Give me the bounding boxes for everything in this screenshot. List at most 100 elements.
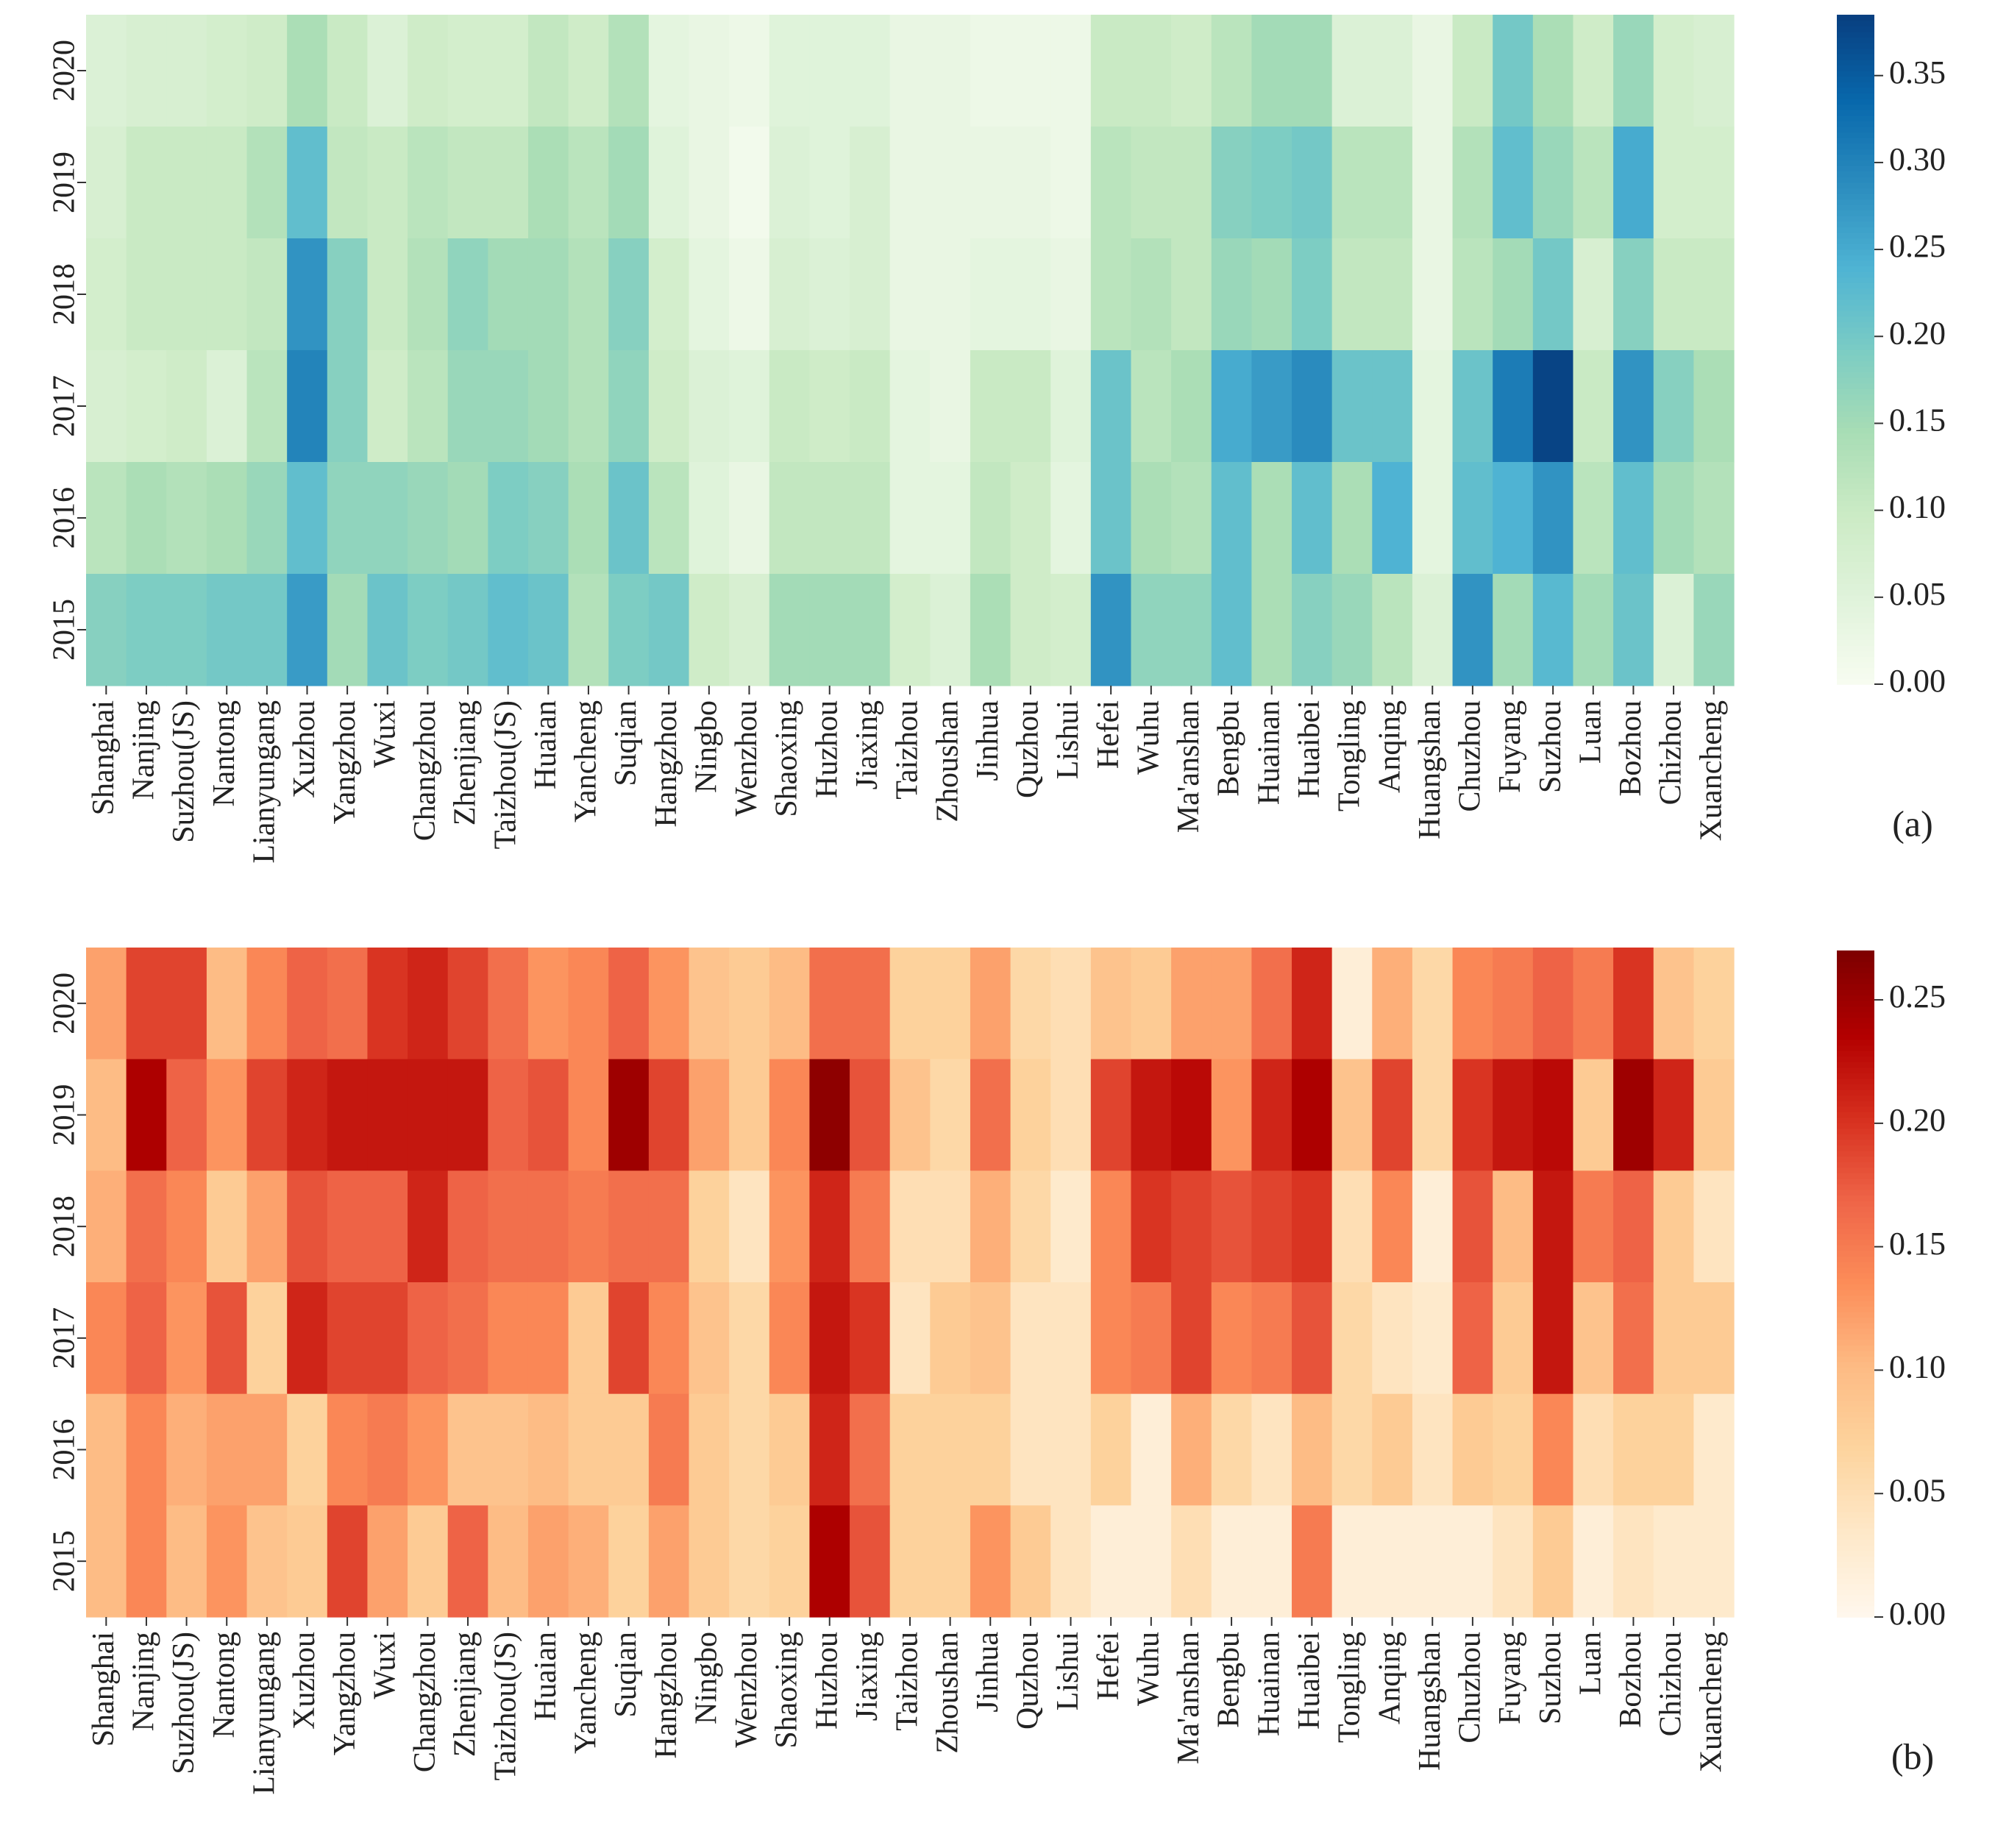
x-tick-label: Zhoushan: [931, 700, 964, 822]
heatmap-cell: [1050, 1393, 1092, 1506]
heatmap-cell: [86, 1505, 127, 1618]
heatmap-cell: [1372, 948, 1413, 1060]
x-tick-label: Huaibei: [1292, 1632, 1326, 1730]
colorbar-tick-label: 0.20: [1889, 1102, 1946, 1138]
heatmap-cell: [1251, 1505, 1292, 1618]
colorbar-segment: [1837, 1150, 1874, 1157]
heatmap-cell: [1090, 15, 1132, 127]
colorbar-segment: [1837, 1006, 1874, 1012]
heatmap-cell: [126, 1505, 167, 1618]
heatmap-cell: [930, 462, 971, 575]
colorbar-segment: [1837, 1139, 1874, 1146]
heatmap-cell: [527, 1170, 569, 1283]
heatmap-cell: [1372, 574, 1413, 686]
heatmap-cell: [1693, 462, 1735, 575]
colorbar-segment: [1837, 188, 1874, 194]
colorbar-tick-label: 0.25: [1889, 978, 1946, 1014]
colorbar-segment: [1837, 411, 1874, 417]
colorbar-segment: [1837, 522, 1874, 529]
colorbar-segment: [1837, 1028, 1874, 1035]
colorbar-segment: [1837, 366, 1874, 373]
colorbar-segment: [1837, 650, 1874, 657]
colorbar-segment: [1837, 1128, 1874, 1134]
x-tick-label: Yangzhou: [328, 700, 362, 824]
heatmap-cell: [729, 1059, 770, 1171]
heatmap-cell: [488, 1393, 529, 1506]
colorbar-segment: [1837, 483, 1874, 490]
heatmap-cell: [970, 462, 1011, 575]
colorbar-segment: [1837, 1578, 1874, 1585]
heatmap-cell: [1532, 127, 1574, 239]
heatmap-cell: [488, 1170, 529, 1283]
colorbar-tick-label: 0.10: [1889, 489, 1946, 525]
heatmap-cell: [648, 1059, 690, 1171]
heatmap-cell: [729, 1393, 770, 1506]
heatmap-cell: [126, 1393, 167, 1506]
colorbar-segment: [1837, 277, 1874, 283]
colorbar-segment: [1837, 255, 1874, 261]
heatmap-cell: [1171, 1505, 1212, 1618]
x-tick-label: Huzhou: [810, 700, 844, 798]
heatmap-cell: [930, 238, 971, 351]
colorbar-segment: [1837, 617, 1874, 624]
heatmap-cell: [367, 574, 408, 686]
colorbar-segment: [1837, 1161, 1874, 1168]
x-tick-label: Taizhou(JS): [488, 700, 522, 849]
heatmap-cell: [1211, 127, 1252, 239]
colorbar-segment: [1837, 1089, 1874, 1096]
colorbar-segment: [1837, 1062, 1874, 1068]
heatmap-cell: [1573, 127, 1614, 239]
colorbar-segment: [1837, 249, 1874, 255]
heatmap-cell: [447, 238, 488, 351]
heatmap-cell: [408, 948, 449, 1060]
heatmap-cell: [1573, 238, 1614, 351]
colorbar-segment: [1837, 160, 1874, 166]
heatmap-cell: [1493, 1505, 1534, 1618]
heatmap-cell: [1292, 1170, 1333, 1283]
heatmap-cell: [1653, 1170, 1694, 1283]
heatmap-cell: [1090, 350, 1132, 463]
heatmap-cell: [1331, 238, 1373, 351]
heatmap-cell: [367, 1393, 408, 1506]
heatmap-cell: [287, 238, 328, 351]
colorbar-tick-label: 0.05: [1889, 576, 1946, 612]
heatmap-cell: [809, 1282, 850, 1395]
heatmap-cell: [648, 1170, 690, 1283]
heatmap-cell: [648, 1282, 690, 1395]
colorbar-tick-label: 0.15: [1889, 1226, 1946, 1262]
heatmap-cell: [889, 1282, 931, 1395]
heatmap-cell: [1412, 1282, 1454, 1395]
y-tick-label: 2015: [48, 1530, 82, 1592]
heatmap-cell: [1050, 1170, 1092, 1283]
heatmap-cell: [287, 574, 328, 686]
heatmap-cell: [206, 1170, 248, 1283]
heatmap-cell: [527, 574, 569, 686]
x-tick-label: Huangshan: [1413, 1632, 1447, 1771]
heatmap-cell: [1090, 1282, 1132, 1395]
x-tick-label: Tongling: [1333, 700, 1367, 811]
heatmap-cell: [1573, 1170, 1614, 1283]
x-tick-label: Wuxi: [368, 1632, 402, 1699]
colorbar-segment: [1837, 1106, 1874, 1112]
heatmap-cell: [1211, 1282, 1252, 1395]
colorbar-segment: [1837, 1478, 1874, 1485]
heatmap-cell: [1251, 1059, 1292, 1171]
heatmap-cell: [166, 127, 207, 239]
heatmap-cell: [769, 1393, 811, 1506]
colorbar-segment: [1837, 1073, 1874, 1079]
colorbar-segment: [1837, 516, 1874, 523]
colorbar-segment: [1837, 984, 1874, 990]
colorbar-segment: [1837, 394, 1874, 401]
heatmap-cell: [1493, 1282, 1534, 1395]
heatmap-cell: [86, 574, 127, 686]
colorbar-segment: [1837, 271, 1874, 278]
heatmap-cell: [1292, 462, 1333, 575]
colorbar-segment: [1837, 1245, 1874, 1251]
heatmap-cell: [568, 1170, 609, 1283]
heatmap-cell: [1292, 15, 1333, 127]
y-tick-label: 2020: [48, 40, 82, 102]
heatmap-cell: [1331, 1059, 1373, 1171]
x-tick-label: Jinhua: [971, 1632, 1005, 1713]
colorbar-segment: [1837, 1045, 1874, 1051]
colorbar-segment: [1837, 70, 1874, 77]
